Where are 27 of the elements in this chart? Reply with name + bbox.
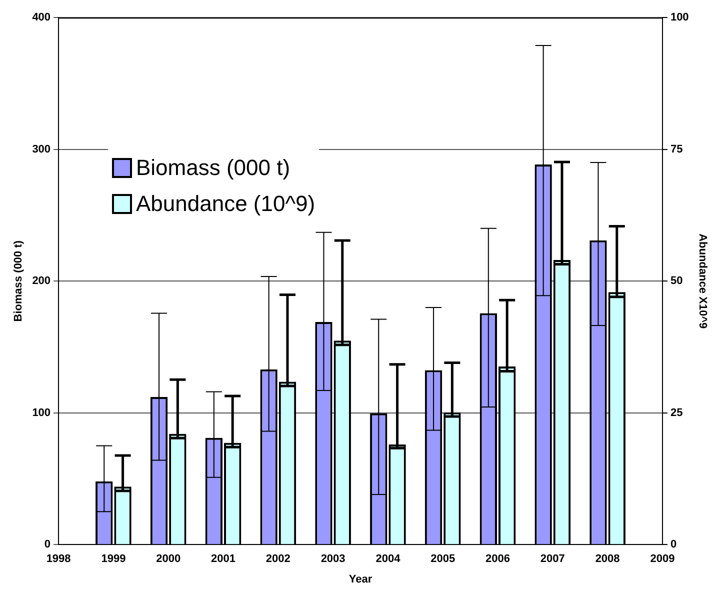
x-tick-label: 2008 (595, 553, 620, 566)
y2-tick-label: 25 (670, 406, 683, 419)
y2-tick-label: 0 (670, 538, 677, 551)
x-tick-label: 1998 (46, 553, 71, 566)
x-tick-label: 2004 (376, 553, 402, 566)
x-tick-label: 2000 (156, 553, 181, 566)
x-tick-label: 2009 (650, 553, 675, 566)
y2-tick-label: 50 (670, 275, 683, 288)
x-tick-label: 2006 (486, 553, 510, 566)
y-tick-label: 0 (44, 538, 51, 551)
y2-axis-title: Abundance X10^9 (696, 234, 708, 329)
y2-tick-label: 75 (670, 143, 683, 156)
y2-tick-label: 100 (670, 12, 689, 24)
legend-label: Abundance (10^9) (136, 190, 316, 218)
x-axis-title: Year (348, 573, 373, 586)
y-tick-label: 100 (32, 406, 51, 419)
y-axis-title: Biomass (000 t) (12, 240, 25, 322)
x-tick-label: 2003 (320, 553, 346, 566)
x-tick-label: 2002 (266, 553, 290, 566)
y-tick-label: 200 (32, 275, 51, 288)
x-tick-label: 2005 (430, 553, 456, 566)
legend-label: Biomass (000 t) (136, 154, 290, 182)
y-tick-label: 300 (32, 143, 51, 156)
y-tick-label: 400 (32, 12, 51, 24)
x-tick-label: 2001 (211, 553, 236, 566)
x-tick-label: 2007 (540, 553, 565, 566)
x-tick-label: 1999 (101, 553, 126, 566)
